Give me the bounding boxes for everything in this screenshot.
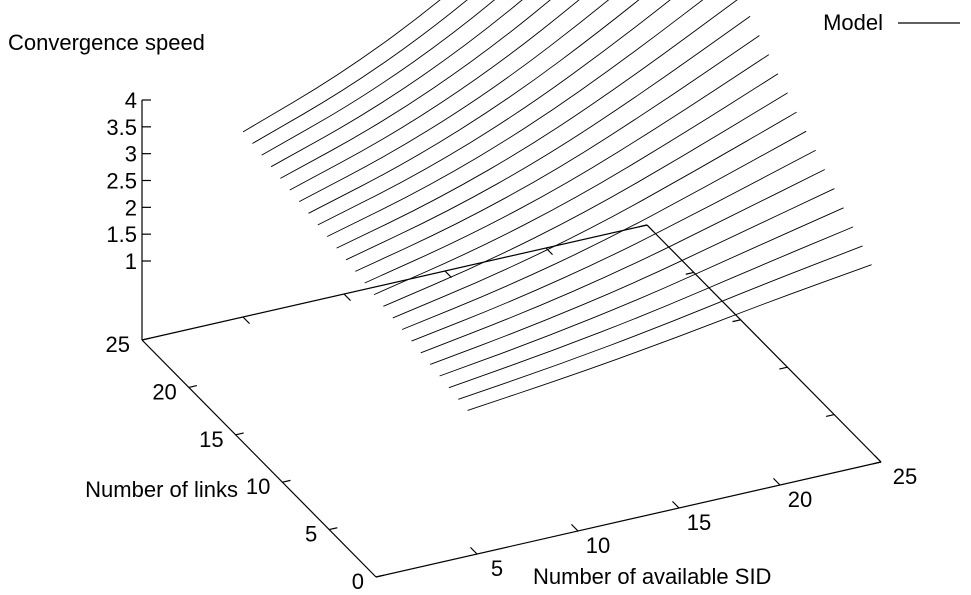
surface-line-links-21 <box>280 0 551 179</box>
y-tick-label: 25 <box>106 332 130 357</box>
z-tick-label: 3 <box>125 142 137 167</box>
surface-line-links-7 <box>411 149 816 342</box>
y-back-tick <box>732 319 741 323</box>
surface-line-links-25 <box>242 0 441 133</box>
y-tick-mark <box>282 479 291 483</box>
legend-label: Model <box>823 10 883 35</box>
z-tick-label: 1 <box>125 249 137 274</box>
x-axis-label: Number of available SID <box>533 564 771 589</box>
surface-line-links-8 <box>401 130 807 330</box>
x-tick-label: 15 <box>687 510 711 535</box>
x-tick-mark <box>773 477 781 486</box>
y-back-tick <box>685 271 694 275</box>
surface-line-links-13 <box>355 35 760 272</box>
y-tick-mark <box>141 337 151 341</box>
y-axis-line <box>141 339 377 578</box>
y-back-tick <box>638 224 648 228</box>
x-tick-label: 25 <box>893 464 917 489</box>
y-back-tick <box>872 461 882 465</box>
x-tick-mark <box>874 454 882 463</box>
y-tick-label: 20 <box>152 379 176 404</box>
z-tick-label: 3.5 <box>106 115 137 140</box>
ticks-group: 11.522.533.54 5 10 15 20 25 0 5 10 15 20 25 <box>106 88 918 594</box>
surface-line-links-4 <box>439 207 844 377</box>
surface-line-links-1 <box>467 264 872 411</box>
surface-line-links-3 <box>448 226 854 389</box>
surface-line-links-17 <box>317 0 671 226</box>
surface-line-links-24 <box>252 0 468 144</box>
y-tick-label: 5 <box>305 522 317 547</box>
z-tick-label: 2 <box>125 195 137 220</box>
surface-line-links-23 <box>261 0 496 156</box>
surface-line-links-6 <box>420 169 826 354</box>
surface-line-links-20 <box>289 0 580 191</box>
y-tick-label: 10 <box>246 474 270 499</box>
y-tick-mark <box>235 432 244 436</box>
surface-line-links-15 <box>336 0 738 249</box>
x-axis-line <box>375 461 882 578</box>
back-x-edge <box>141 224 648 341</box>
y-tick-mark <box>188 384 198 388</box>
x-back-tick <box>444 270 452 279</box>
x-tick-label: 5 <box>491 556 503 581</box>
y-back-tick <box>779 366 788 370</box>
surface-line-links-18 <box>308 0 640 214</box>
y-tick-label: 0 <box>352 569 364 594</box>
surface-line-links-22 <box>270 0 523 168</box>
surface-line-links-16 <box>327 0 704 237</box>
y-axis-label: Number of links <box>85 477 238 502</box>
surface-line-links-2 <box>458 245 863 400</box>
z-axis-label: Convergence speed <box>8 30 205 55</box>
surface-line-links-14 <box>345 15 751 261</box>
x-tick-mark <box>672 500 680 509</box>
x-tick-mark <box>470 546 478 555</box>
x-tick-label: 10 <box>586 533 610 558</box>
z-tick-label: 4 <box>125 88 137 113</box>
surface-line-links-19 <box>298 0 610 202</box>
back-y-edge <box>646 224 882 463</box>
surface-line-links-5 <box>430 188 835 365</box>
x-tick-label: 20 <box>788 487 812 512</box>
surface-lines <box>242 0 872 411</box>
y-tick-mark <box>329 527 338 531</box>
y-back-tick <box>825 414 835 418</box>
x-tick-mark <box>571 523 579 532</box>
y-tick-mark <box>375 574 385 578</box>
x-back-tick <box>646 224 654 233</box>
x-back-tick <box>343 293 351 302</box>
z-tick-label: 2.5 <box>106 169 137 194</box>
surface-line-links-11 <box>373 73 779 296</box>
surface-line-links-9 <box>392 111 798 319</box>
x-back-tick <box>545 247 553 256</box>
z-tick-label: 1.5 <box>106 222 137 247</box>
surface-line-links-10 <box>383 92 788 307</box>
x-back-tick <box>242 316 250 325</box>
axes-group <box>141 100 882 578</box>
surface-line-links-12 <box>364 54 770 284</box>
y-tick-label: 15 <box>199 427 223 452</box>
